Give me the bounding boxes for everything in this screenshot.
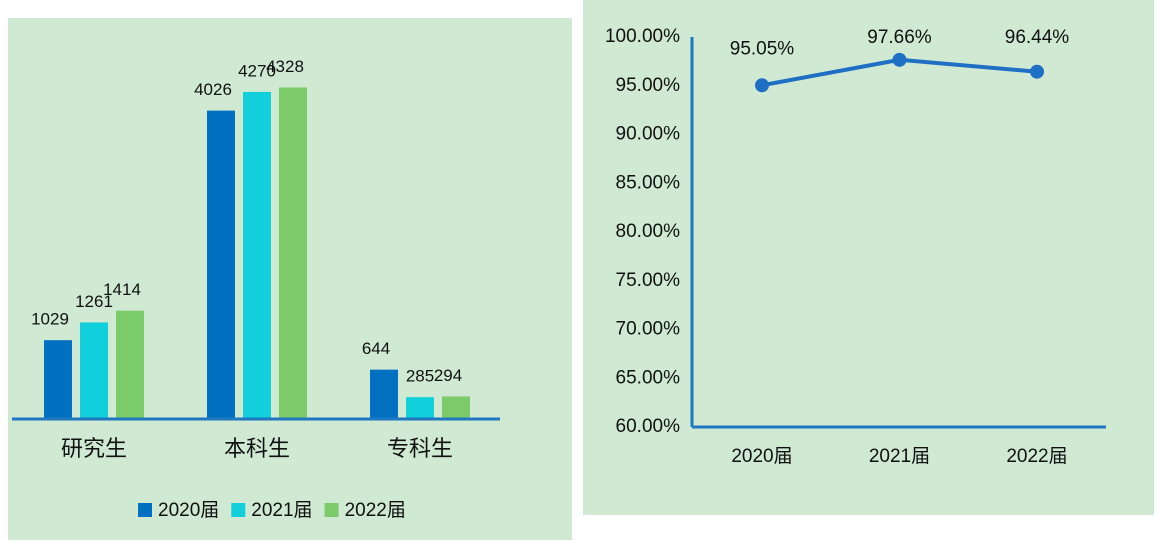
legend-swatch bbox=[138, 503, 152, 517]
data-label: 1261 bbox=[75, 292, 113, 311]
y-tick-label: 65.00% bbox=[616, 367, 681, 388]
y-tick-label: 100.00% bbox=[605, 26, 680, 47]
data-label: 294 bbox=[434, 366, 462, 385]
bar bbox=[44, 340, 72, 419]
legend-label: 2020届 bbox=[158, 500, 219, 521]
bar bbox=[80, 322, 108, 419]
x-tick-label: 本科生 bbox=[224, 437, 290, 462]
bar bbox=[116, 310, 144, 419]
bar bbox=[243, 91, 271, 419]
legend-swatch bbox=[324, 503, 339, 517]
y-tick-label: 75.00% bbox=[616, 270, 681, 291]
marker bbox=[892, 52, 907, 67]
y-tick-label: 70.00% bbox=[616, 319, 681, 340]
data-label: 1414 bbox=[103, 280, 141, 299]
data-label: 95.05% bbox=[730, 38, 795, 59]
y-tick-label: 90.00% bbox=[616, 124, 681, 145]
bar bbox=[279, 87, 307, 420]
right-panel bbox=[583, 0, 1154, 515]
data-label: 97.66% bbox=[867, 27, 932, 48]
x-tick-label: 2021届 bbox=[869, 446, 930, 467]
y-tick-label: 80.00% bbox=[616, 221, 681, 242]
y-tick-label: 95.00% bbox=[616, 75, 681, 96]
bar bbox=[370, 369, 398, 419]
y-tick-label: 85.00% bbox=[616, 172, 681, 193]
bar bbox=[442, 396, 470, 419]
data-label: 285 bbox=[406, 367, 434, 386]
data-label: 644 bbox=[362, 339, 390, 358]
marker bbox=[1030, 64, 1044, 79]
legend-swatch bbox=[231, 503, 246, 517]
data-label: 96.44% bbox=[1005, 27, 1070, 48]
data-label: 4270 bbox=[238, 61, 276, 80]
x-tick-label: 2022届 bbox=[1006, 446, 1067, 467]
data-label: 4328 bbox=[266, 57, 304, 76]
bar bbox=[207, 110, 235, 419]
x-tick-label: 研究生 bbox=[61, 437, 127, 462]
x-tick-label: 专科生 bbox=[387, 437, 453, 462]
bar bbox=[406, 397, 434, 419]
legend-label: 2022届 bbox=[345, 500, 406, 521]
legend-label: 2021届 bbox=[251, 500, 312, 521]
marker bbox=[755, 78, 769, 93]
x-tick-label: 2020届 bbox=[731, 446, 792, 467]
y-tick-label: 60.00% bbox=[616, 416, 681, 437]
data-label: 1029 bbox=[31, 310, 69, 329]
data-label: 4026 bbox=[194, 80, 232, 99]
